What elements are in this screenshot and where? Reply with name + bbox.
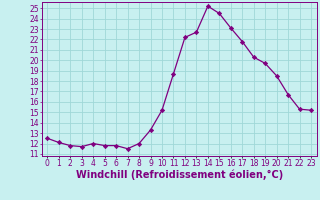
X-axis label: Windchill (Refroidissement éolien,°C): Windchill (Refroidissement éolien,°C) xyxy=(76,169,283,180)
